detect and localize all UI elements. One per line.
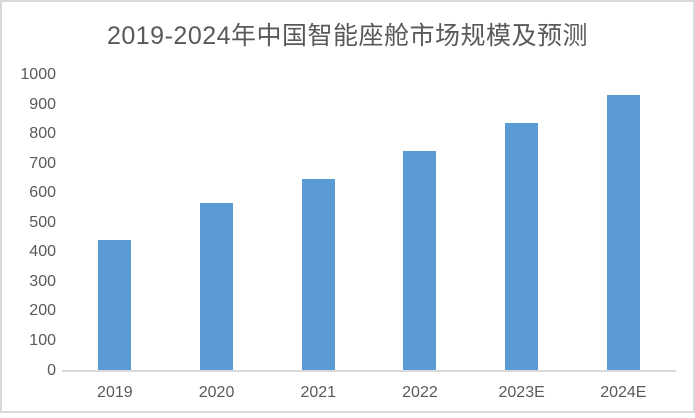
bar-2020: [200, 203, 234, 370]
y-tick-label-1000: 1000: [20, 66, 56, 83]
bar-2022: [403, 151, 437, 370]
y-tick-label-100: 100: [29, 331, 56, 349]
x-tick-label-2020: 2020: [198, 384, 235, 401]
bar-2023E: [505, 123, 539, 370]
y-tick-label-200: 200: [29, 302, 56, 320]
x-tick-label-2019: 2019: [97, 384, 133, 401]
x-axis-line: [62, 370, 676, 372]
bar-2021: [301, 179, 335, 370]
x-tick-label-2022: 2022: [402, 384, 438, 401]
y-tick-label-700: 700: [29, 154, 56, 172]
x-tick-label-2023E: 2023E: [498, 384, 545, 401]
bar-2019: [98, 239, 132, 370]
y-tick-label-300: 300: [29, 272, 56, 290]
x-tick-label-2021: 2021: [300, 384, 337, 401]
y-tick-label-500: 500: [29, 213, 56, 231]
y-tick-label-900: 900: [29, 95, 56, 113]
y-tick-label-600: 600: [29, 184, 56, 202]
y-tick-label-800: 800: [29, 125, 56, 143]
x-tick-label-2024E: 2024E: [600, 384, 647, 401]
y-tick-label-0: 0: [47, 361, 56, 379]
chart-title: 2019-2024年中国智能座舱市场规模及预测: [106, 22, 589, 50]
y-tick-label-400: 400: [29, 243, 56, 261]
bar-2024E: [606, 95, 640, 370]
